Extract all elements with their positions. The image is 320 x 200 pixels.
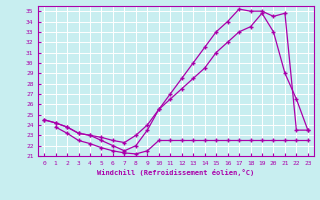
X-axis label: Windchill (Refroidissement éolien,°C): Windchill (Refroidissement éolien,°C) (97, 169, 255, 176)
